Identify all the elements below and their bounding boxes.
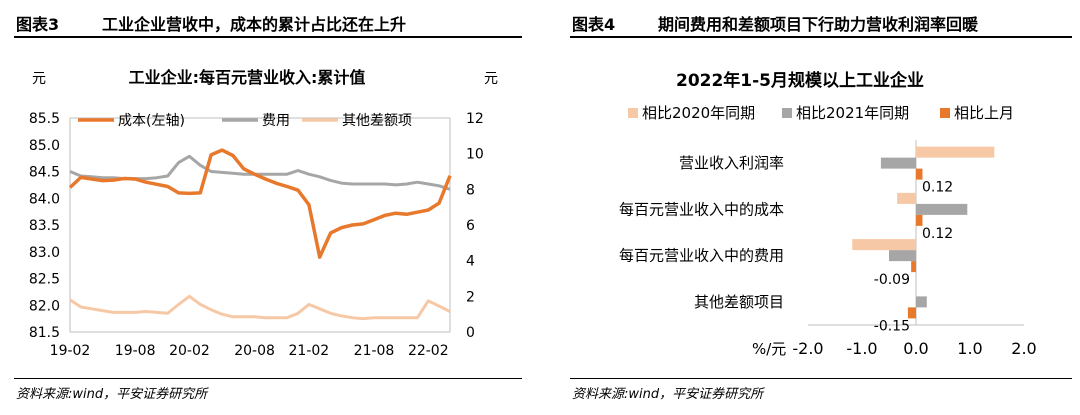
figure-4-panel: 图表4 期间费用和差额项目下行助力营收利润率回暖 2022年1-5月规模以上工业…	[556, 0, 1080, 415]
right-tick-label: 12	[466, 111, 484, 127]
x-tick-label: -2.0	[792, 339, 823, 358]
figure-3-source: 资料来源:wind，平安证券研究所	[14, 378, 522, 402]
x-tick-label: 0.0	[903, 339, 928, 358]
x-tick-label: 2.0	[1011, 339, 1036, 358]
left-tick-label: 83.5	[29, 218, 60, 234]
legend-label: 其他差额项	[342, 113, 412, 129]
bar-chart: 2022年1-5月规模以上工业企业 相比2020年同期 相比2021年同期 相比上月…	[619, 70, 1037, 358]
bar-chart-axes: -2.0 -1.0 0.0 1.0 2.0 营业收入利润率每百元营业收入中的成本每百元营业…	[619, 140, 1037, 358]
category-label: 营业收入利润率	[679, 154, 784, 172]
category-label: 每百元营业收入中的费用	[619, 247, 784, 265]
left-tick-label: 85.0	[29, 138, 60, 154]
right-axis-unit: 元	[484, 71, 498, 87]
data-label: -0.15	[874, 318, 910, 334]
bar-1	[852, 239, 916, 251]
line-chart: 元 元 工业企业:每百元营业收入:累计值 85.5 85.0 84.5 84.0 83.…	[29, 68, 498, 359]
category-label: 每百元营业收入中的成本	[619, 200, 784, 218]
bar-3	[916, 214, 923, 226]
bar-chart-title: 2022年1-5月规模以上工业企业	[676, 70, 924, 91]
x-tick-label: -1.0	[846, 339, 877, 358]
left-axis-unit: 元	[32, 71, 46, 87]
category-label: 其他差额项目	[694, 293, 784, 311]
bar-2	[916, 296, 927, 308]
legend-label: 成本(左轴)	[118, 113, 185, 129]
bar-3	[907, 307, 916, 319]
line-chart-legend: 成本(左轴) 费用 其他差额项	[78, 113, 412, 129]
bar-2	[889, 250, 916, 262]
bar-1	[897, 192, 916, 204]
data-label: -0.09	[874, 272, 910, 288]
bar-chart-bars: 0.12 0.12 -0.09 -0.15	[852, 146, 995, 334]
legend-swatch	[940, 108, 950, 118]
right-tick-label: 2	[466, 289, 475, 305]
right-tick-label: 10	[466, 147, 484, 163]
left-tick-label: 83.0	[29, 245, 60, 261]
figure-4-number: 图表4	[572, 15, 616, 34]
figure-4-header: 图表4 期间费用和差额项目下行助力营收利润率回暖	[570, 10, 1072, 38]
right-tick-label: 8	[466, 182, 475, 198]
data-label: 0.12	[922, 180, 953, 196]
line-chart-title: 工业企业:每百元营业收入:累计值	[129, 68, 366, 87]
left-tick-label: 82.5	[29, 272, 60, 288]
left-tick-label: 84.0	[29, 191, 60, 207]
x-tick-label: 22-02	[408, 343, 449, 359]
line-chart-axes: 85.5 85.0 84.5 84.0 83.5 83.0 82.5 82.0 81.5 12 10…	[29, 111, 484, 359]
series-line-2	[69, 154, 451, 191]
left-tick-label: 81.5	[29, 325, 60, 341]
bar-1	[916, 146, 995, 158]
legend-label: 相比2020年同期	[642, 104, 755, 122]
x-tick-label: 21-08	[354, 343, 395, 359]
figure-3-heading: 工业企业营收中，成本的累计占比还在上升	[102, 15, 407, 34]
left-tick-label: 82.0	[29, 298, 60, 314]
x-tick-label: 1.0	[957, 339, 982, 358]
figure-4-source: 资料来源:wind，平安证券研究所	[570, 378, 1072, 402]
bar-chart-legend: 相比2020年同期 相比2021年同期 相比上月	[628, 104, 1014, 122]
legend-label: 相比2021年同期	[796, 104, 909, 122]
x-tick-label: 19-02	[50, 343, 91, 359]
bar-chart-unit-label: %/元	[752, 340, 786, 358]
legend-swatch	[628, 108, 638, 118]
legend-label: 相比上月	[954, 104, 1014, 122]
bar-3	[911, 261, 916, 273]
figure-3-panel: 图表3 工业企业营收中，成本的累计占比还在上升 元 元 工业企业:每百元营业收入…	[0, 0, 530, 415]
right-tick-label: 4	[466, 254, 475, 270]
figure-4-heading: 期间费用和差额项目下行助力营收利润率回暖	[658, 15, 979, 34]
bar-2	[916, 203, 968, 215]
figure-3-header: 图表3 工业企业营收中，成本的累计占比还在上升	[14, 10, 522, 38]
figure-3-number: 图表3	[16, 15, 60, 34]
line-chart-series	[68, 148, 452, 321]
left-tick-label: 85.5	[29, 111, 60, 127]
data-label: 0.12	[922, 226, 953, 242]
right-tick-label: 0	[466, 325, 475, 341]
bar-2	[880, 157, 916, 169]
left-tick-label: 84.5	[29, 165, 60, 181]
x-tick-label: 21-02	[289, 343, 330, 359]
series-line-1	[68, 148, 452, 259]
x-tick-label: 20-02	[169, 343, 210, 359]
legend-label: 费用	[262, 113, 290, 129]
plot-frame	[69, 117, 451, 333]
legend-swatch	[782, 108, 792, 118]
bar-3	[916, 168, 923, 180]
x-tick-label: 19-08	[115, 343, 156, 359]
right-tick-label: 6	[466, 218, 475, 234]
x-tick-label: 20-08	[234, 343, 275, 359]
series-line-3	[69, 294, 451, 321]
